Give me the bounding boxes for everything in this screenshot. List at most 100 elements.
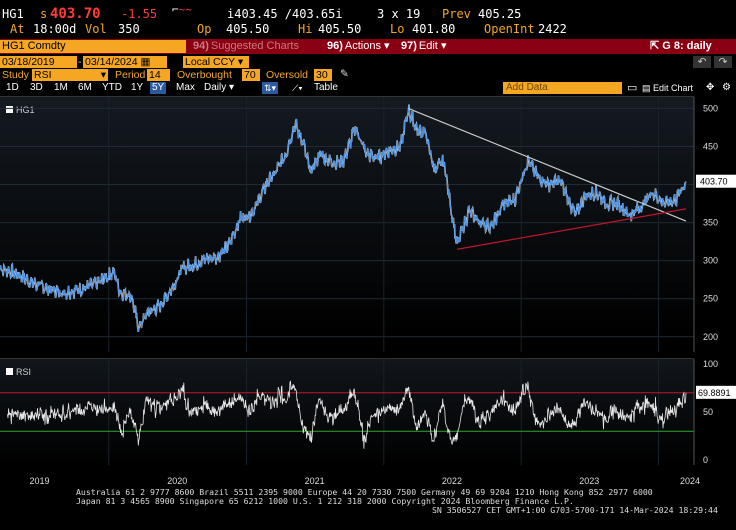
net-change: -1.55 — [121, 7, 158, 21]
chevron-down-icon: ▾ — [100, 69, 106, 81]
news-icon[interactable]: ▭ — [627, 82, 638, 94]
crosshair-icon[interactable]: ✥ — [706, 82, 715, 93]
table-button[interactable]: Table — [312, 82, 340, 94]
vol-label: Vol — [85, 22, 107, 36]
currency-select[interactable]: Local CCY ▾ — [183, 56, 249, 68]
chevron-down-icon: ▾ — [237, 56, 244, 68]
edit-chart-label: Edit Chart — [653, 83, 694, 93]
vol-value: 350 — [118, 22, 140, 36]
price-line — [0, 104, 687, 332]
price-panel: HG1 — [0, 96, 694, 353]
oversold-label: Oversold — [266, 69, 309, 81]
hi-label: Hi — [298, 22, 313, 36]
suggested-charts-label: Suggested Charts — [210, 40, 299, 52]
security-field[interactable]: HG1 Comdty — [0, 40, 186, 53]
undo-button[interactable]: ↶ — [693, 56, 711, 68]
year-tick-label: 2023 — [579, 476, 599, 486]
undo-icon: ↶ — [697, 56, 707, 68]
price-rsi-chart[interactable]: 2002503003504004505002019202020212022202… — [0, 0, 736, 486]
rsi-last-badge-text: 69.8891 — [698, 388, 731, 398]
lo-label: Lo — [390, 22, 405, 36]
prev-value: 405.25 — [478, 7, 522, 21]
year-tick-label: 2022 — [442, 476, 462, 486]
frequency-select[interactable]: Daily ▾ — [202, 82, 236, 94]
rsi-legend-label: RSI — [16, 367, 32, 377]
period-5y[interactable]: 5Y — [150, 82, 167, 94]
rsi-line — [7, 380, 687, 449]
suggested-charts-menu[interactable]: 94) Suggested Charts — [193, 40, 299, 53]
end-date-value: 03/14/2024 — [85, 56, 138, 68]
rsi-legend[interactable]: RSI — [6, 367, 31, 377]
edit-menu[interactable]: 97) Edit ▾ — [401, 40, 446, 53]
gear-icon[interactable]: ⚙ — [722, 82, 731, 93]
period-3d[interactable]: 3D — [30, 82, 43, 93]
start-date-input[interactable]: 03/18/2019 — [0, 56, 77, 68]
oversold-input[interactable]: 30 — [314, 69, 332, 81]
period-input[interactable]: 14 — [147, 69, 170, 81]
chevron-down-icon: ▾ — [384, 40, 390, 52]
year-tick-label: 2019 — [29, 476, 49, 486]
study-select[interactable]: RSI ▾ — [32, 69, 108, 81]
quote-time: 18:00d — [33, 22, 77, 36]
settings-icon: ▤ — [642, 83, 651, 93]
lo-value: 401.80 — [412, 22, 456, 36]
price-legend[interactable]: HG1 — [6, 105, 35, 115]
last-price: 403.70 — [50, 6, 101, 22]
chevron-down-icon: ▾ — [229, 82, 235, 93]
period-1y[interactable]: 1Y — [131, 82, 144, 93]
chart-type-icon[interactable]: ⇅▾ — [262, 82, 279, 94]
year-tick-label: 2024 — [680, 476, 700, 486]
price-legend-label: HG1 — [16, 105, 35, 115]
pencil-icon[interactable]: ✎ — [340, 68, 349, 80]
export-icon: ⇱ — [650, 40, 660, 52]
trendline-resistance[interactable] — [408, 107, 687, 222]
edit-label: Edit — [418, 40, 438, 52]
period-max[interactable]: Max — [176, 82, 195, 93]
add-data-input[interactable]: Add Data — [503, 82, 622, 94]
table-label: Table — [314, 82, 338, 93]
actions-label: Actions — [344, 40, 381, 52]
price-tick-label: 350 — [703, 218, 718, 228]
trendline-support[interactable] — [457, 208, 687, 250]
currency-value: Local CCY — [185, 56, 235, 68]
redo-icon: ↷ — [718, 56, 728, 68]
year-tick-label: 2021 — [305, 476, 325, 486]
openint-value: 2422 — [538, 22, 567, 36]
sparkline-icon: ⌐ ~~ — [172, 3, 192, 16]
line-style-icon[interactable]: ⟋▾ — [292, 83, 303, 93]
actions-menu[interactable]: 96) Actions ▾ — [327, 40, 390, 53]
suggested-charts-number: 94) — [193, 40, 209, 52]
price-line-outline — [0, 104, 687, 333]
last-prefix: s — [40, 7, 48, 21]
price-tick-label: 200 — [703, 332, 718, 342]
rsi-tick-label: 50 — [703, 407, 713, 417]
rsi-last-badge — [696, 385, 736, 399]
redo-button[interactable]: ↷ — [714, 56, 732, 68]
bid-ask: i403.45 /403.65i — [227, 7, 343, 21]
page-label: G 8: daily — [662, 40, 712, 52]
period-6m[interactable]: 6M — [78, 82, 92, 93]
year-tick-label: 2020 — [167, 476, 187, 486]
period-label: Period — [115, 69, 146, 81]
calendar-icon: ▦ — [140, 56, 151, 68]
footer-contacts-2: Japan 81 3 4565 8900 Singapore 65 6212 1… — [76, 496, 574, 506]
op-label: Op — [197, 22, 212, 36]
period-ytd[interactable]: YTD — [102, 82, 122, 93]
edit-chart-button[interactable]: ▤ Edit Chart — [640, 82, 695, 94]
chart-toolbar: 1D 3D 1M 6M YTD 1Y 5Y Max Daily ▾ ⇅▾ ⟋▾ … — [0, 82, 736, 94]
quote-header: HG1 s 403.70 -1.55 ⌐ ~~ i403.45 /403.65i… — [0, 0, 736, 40]
quote-ticker: HG1 — [2, 7, 24, 21]
op-value: 405.50 — [226, 22, 270, 36]
hi-value: 405.50 — [318, 22, 362, 36]
end-date-input[interactable]: 03/14/2024 ▦ — [83, 56, 167, 68]
page-indicator[interactable]: ⇱ G 8: daily — [650, 40, 712, 53]
overbought-input[interactable]: 70 — [242, 69, 260, 81]
edit-number: 97) — [401, 40, 417, 52]
price-tick-label: 300 — [703, 256, 718, 266]
frequency-value: Daily — [204, 82, 227, 93]
price-tick-label: 250 — [703, 294, 718, 304]
period-1m[interactable]: 1M — [54, 82, 68, 93]
price-tick-label: 450 — [703, 141, 718, 151]
period-1d[interactable]: 1D — [6, 82, 19, 93]
date-separator: - — [78, 56, 82, 68]
